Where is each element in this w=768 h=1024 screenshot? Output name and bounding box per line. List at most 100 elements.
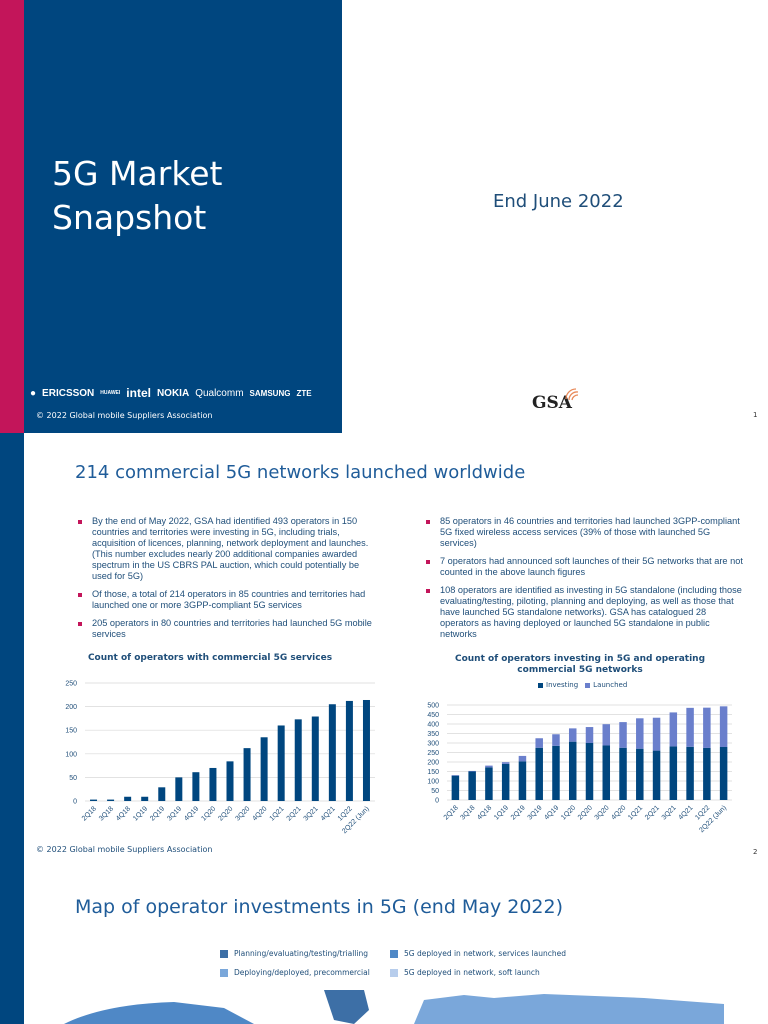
bar-investing [669, 746, 678, 800]
bar-launched [552, 734, 560, 746]
x-tick-label: 3Q18 [460, 804, 477, 821]
magenta-stripe [0, 0, 24, 433]
bar-launched [619, 722, 627, 748]
x-tick-label: 3Q20 [594, 804, 611, 821]
world-map [64, 990, 724, 1024]
legend-label: Deploying/deployed, precommercial [234, 968, 370, 977]
bar-investing [518, 761, 527, 800]
bar [243, 748, 251, 801]
bar [158, 787, 166, 801]
title-line-2: Snapshot [52, 198, 207, 237]
slide-title: Map of operator investments in 5G (end M… [75, 896, 564, 918]
bar-launched [485, 765, 493, 768]
x-tick-label: 2Q18 [81, 805, 98, 822]
x-tick-label: 2Q18 [443, 804, 460, 821]
bar [277, 725, 285, 801]
left-blue-bar [0, 433, 24, 1024]
x-tick-label: 1Q21 [269, 805, 286, 822]
zte-logo: ZTE [296, 388, 312, 398]
apple-logo-icon: ● [30, 387, 37, 399]
x-tick-label: 4Q19 [543, 804, 560, 821]
x-tick-label: 2Q20 [217, 805, 234, 822]
bar-launched [602, 724, 611, 746]
legend-swatch [220, 949, 228, 958]
y-tick-label: 200 [427, 760, 439, 767]
bar-investing [652, 750, 661, 800]
slide-title: 214 commercial 5G networks launched worl… [75, 462, 526, 483]
title-panel: 5G Market Snapshot ● ERICSSON HUAWEI inte… [24, 0, 342, 433]
bar-investing [703, 747, 711, 800]
x-tick-label: 4Q20 [251, 805, 268, 822]
chart-2-legend: Investing Launched [538, 681, 627, 689]
y-tick-label: 200 [65, 704, 77, 711]
bar-investing [568, 741, 577, 800]
bar-launched [669, 712, 678, 747]
y-tick-label: 100 [65, 751, 77, 758]
snapshot-date: End June 2022 [493, 191, 624, 212]
legend-swatch [585, 682, 591, 688]
bar [260, 737, 268, 801]
bar-investing [535, 747, 543, 800]
legend-label: Planning/evaluating/testing/trialling [234, 949, 368, 958]
bar-launched [703, 707, 711, 748]
y-tick-label: 450 [427, 712, 439, 719]
title-line-1: 5G Market [52, 154, 223, 193]
x-tick-label: 1Q19 [132, 805, 149, 822]
x-tick-label: 1Q20 [200, 805, 217, 822]
bullet: 108 operators are identified as investin… [425, 585, 743, 640]
bullet: 7 operators had announced soft launches … [425, 556, 743, 578]
bullet: By the end of May 2022, GSA had identifi… [77, 516, 377, 582]
gsa-logo: GSA [532, 388, 579, 413]
bar [175, 777, 183, 801]
copyright: © 2022 Global mobile Suppliers Associati… [36, 411, 213, 420]
slide-title: 5G Market Snapshot [52, 152, 223, 240]
legend-label: 5G deployed in network, soft launch [404, 968, 540, 977]
y-tick-label: 250 [427, 750, 439, 757]
huawei-logo: HUAWEI [100, 390, 121, 396]
x-tick-label: 1Q19 [493, 804, 510, 821]
y-tick-label: 100 [427, 779, 439, 786]
page-number: 1 [753, 411, 758, 419]
bar [362, 699, 370, 801]
bullet: Of those, a total of 214 operators in 85… [77, 589, 377, 611]
x-tick-label: 3Q19 [166, 805, 183, 822]
map-eurasia [414, 994, 724, 1024]
bar-launched [585, 727, 594, 743]
legend-swatch [390, 968, 398, 977]
legend-swatch [390, 949, 398, 958]
x-tick-label: 4Q18 [476, 804, 493, 821]
bar-launched [451, 775, 460, 776]
legend-label: Launched [593, 681, 628, 689]
bar-launched [636, 718, 644, 749]
x-tick-label: 4Q21 [677, 804, 694, 821]
legend-item: Deploying/deployed, precommercial [220, 968, 370, 977]
bar [226, 761, 234, 801]
bar [294, 719, 302, 801]
x-tick-label: 4Q21 [320, 805, 337, 822]
y-tick-label: 150 [65, 728, 77, 735]
bar [192, 772, 200, 801]
legend-swatch [538, 682, 543, 688]
right-bullets: 85 operators in 46 countries and territo… [425, 516, 743, 647]
bar-launched [535, 738, 543, 748]
y-tick-label: 0 [435, 798, 439, 805]
bar-investing [686, 746, 694, 800]
bar-investing [485, 767, 493, 800]
legend-item: 5G deployed in network, services launche… [390, 949, 566, 958]
bar-investing [636, 748, 644, 800]
bar [90, 799, 98, 801]
bar-investing [451, 775, 460, 800]
bullet: 85 operators in 46 countries and territo… [425, 516, 743, 549]
samsung-logo: SAMSUNG [249, 388, 291, 398]
y-tick-label: 0 [73, 799, 77, 806]
map-greenland [324, 990, 369, 1024]
y-tick-label: 250 [65, 681, 77, 688]
map-north-america [64, 1002, 254, 1024]
chart-2-title: Count of operators investing in 5G and o… [454, 654, 706, 675]
copyright: © 2022 Global mobile Suppliers Associati… [36, 845, 213, 854]
bar [345, 700, 353, 801]
bar-launched [719, 706, 728, 747]
x-tick-label: 3Q21 [661, 804, 678, 821]
